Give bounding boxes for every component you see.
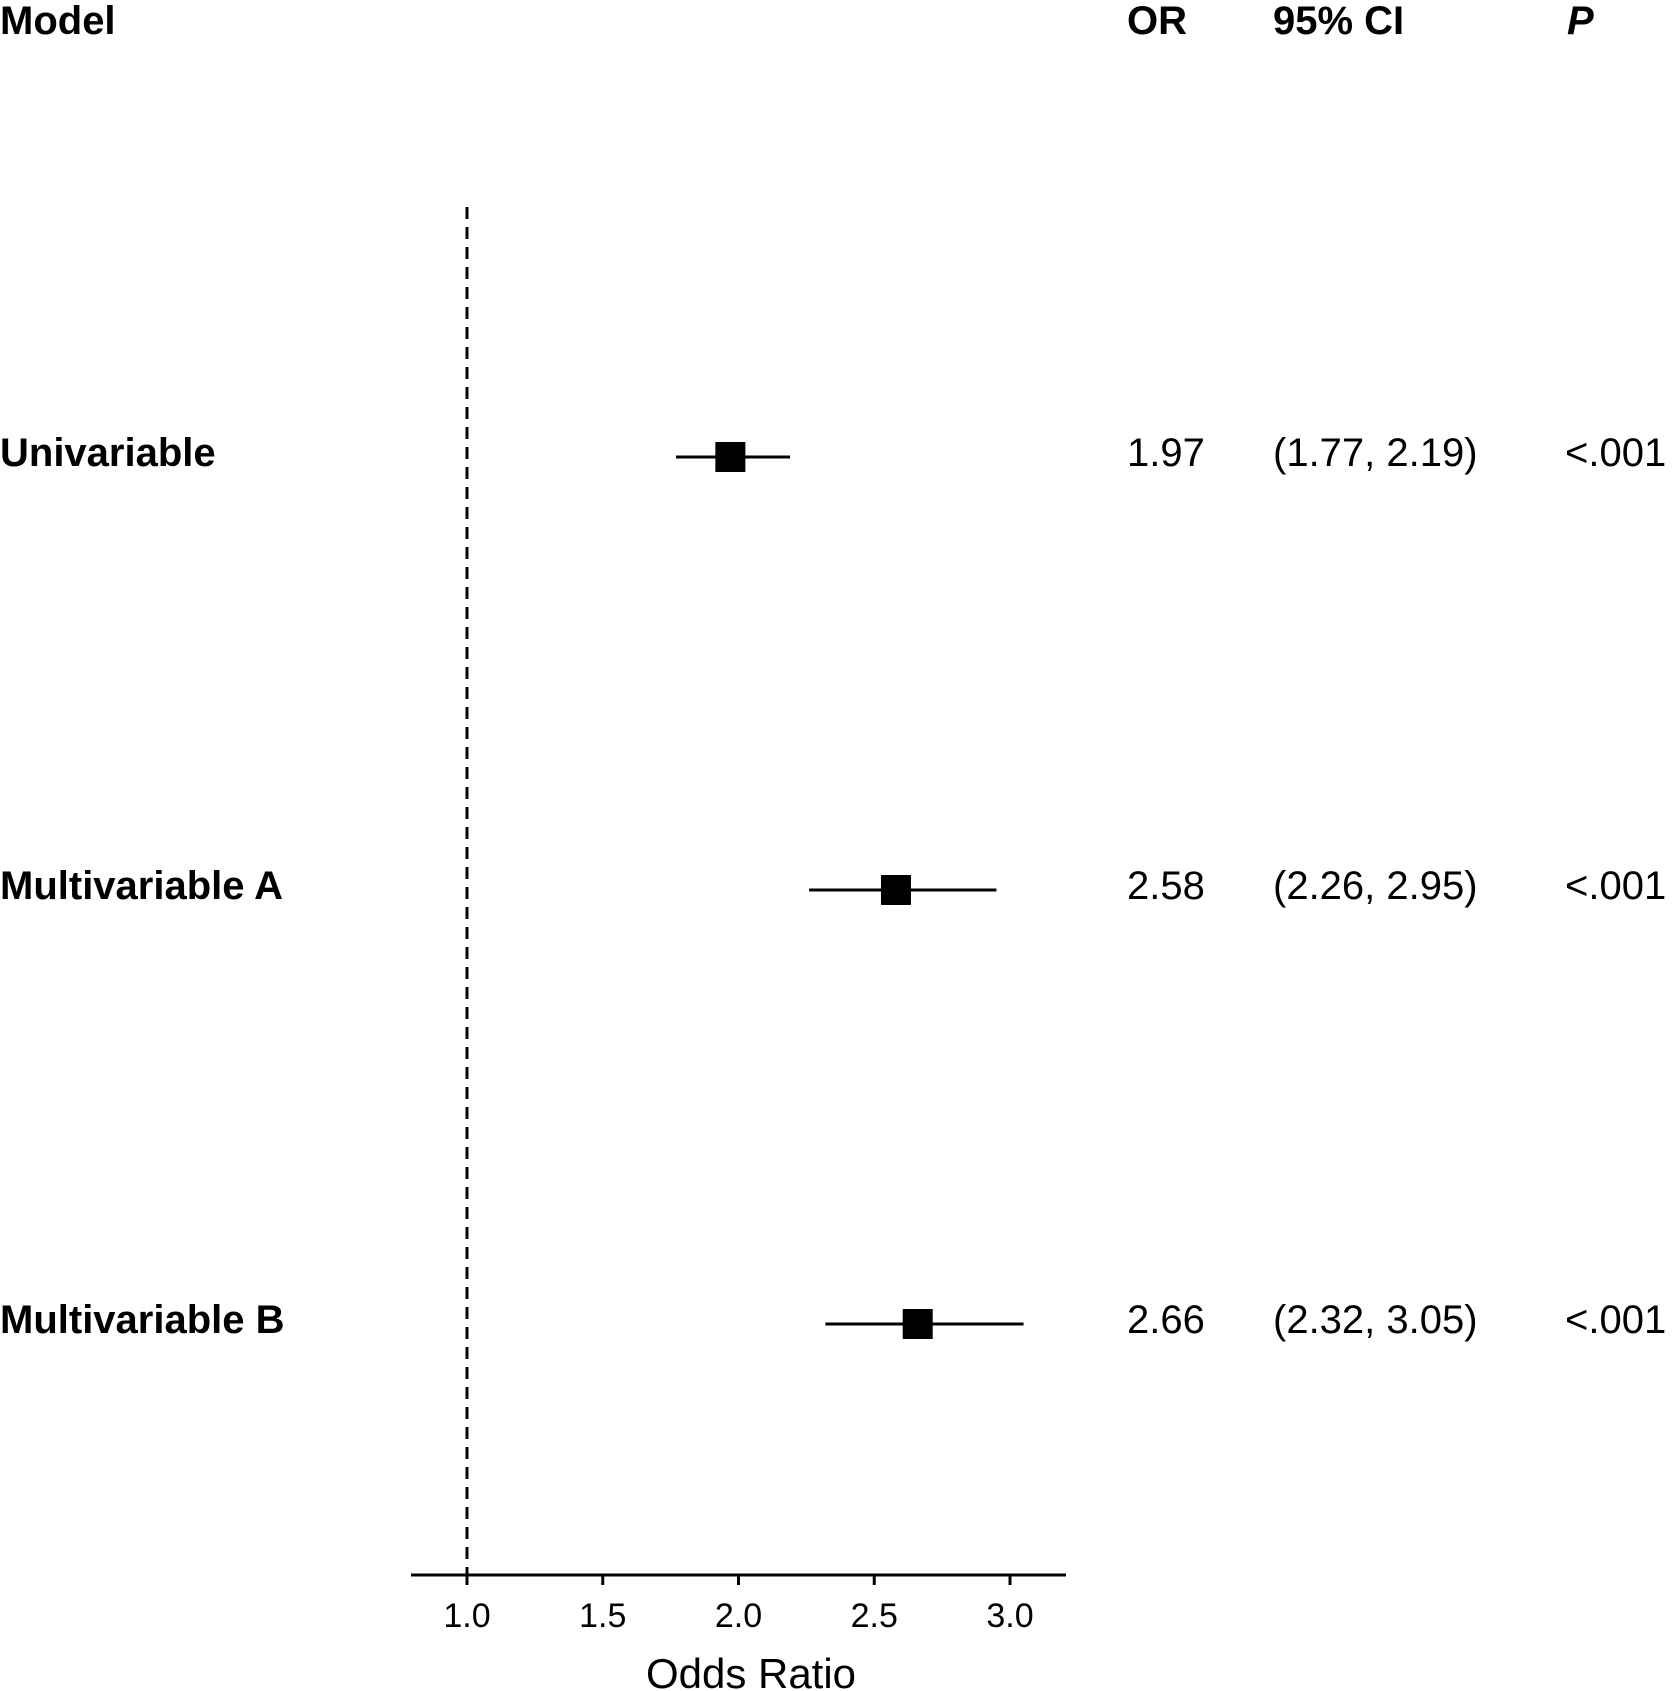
ci-value-univariable: (1.77, 2.19)	[1273, 431, 1478, 475]
x-tick-label: 2.0	[715, 1597, 762, 1635]
point-marker-multivariable-a	[880, 875, 911, 905]
ci-value-multivariable-a: (2.26, 2.95)	[1273, 864, 1478, 908]
or-value-multivariable-b: 2.66	[1127, 1298, 1205, 1342]
or-value-univariable: 1.97	[1127, 431, 1205, 475]
point-marker-univariable	[715, 442, 746, 472]
row-label-univariable: Univariable	[0, 431, 216, 475]
p-value-univariable: <.001	[1565, 431, 1666, 475]
p-value-multivariable-a: <.001	[1565, 864, 1666, 908]
ci-value-multivariable-b: (2.32, 3.05)	[1273, 1298, 1478, 1342]
header-p: P	[1567, 0, 1594, 43]
header-ci: 95% CI	[1273, 0, 1404, 43]
header-model: Model	[0, 0, 116, 43]
row-label-multivariable-b: Multivariable B	[0, 1298, 285, 1342]
x-axis-title: Odds Ratio	[646, 1650, 856, 1691]
x-tick-label: 1.0	[443, 1597, 490, 1635]
or-value-multivariable-a: 2.58	[1127, 864, 1205, 908]
point-marker-multivariable-b	[902, 1309, 933, 1339]
plot-area: 1.0 1.5 2.0 2.5 3.0	[411, 207, 1066, 1635]
x-tick-label: 3.0	[986, 1597, 1033, 1635]
header-or: OR	[1127, 0, 1187, 43]
x-tick-label: 1.5	[579, 1597, 626, 1635]
row-label-multivariable-a: Multivariable A	[0, 864, 283, 908]
x-tick-label: 2.5	[851, 1597, 898, 1635]
p-value-multivariable-b: <.001	[1565, 1298, 1666, 1342]
